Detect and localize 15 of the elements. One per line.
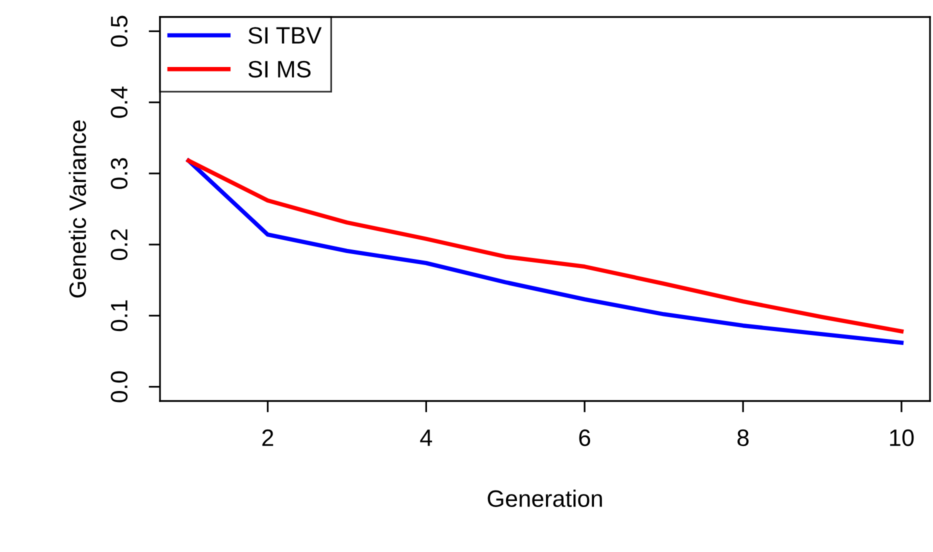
legend-label: SI MS — [248, 60, 311, 78]
x-tick-label: 8 — [738, 429, 749, 446]
y-tick-label: 0.0 — [110, 371, 128, 402]
y-tick-label: 0.4 — [110, 86, 128, 118]
legend-label: SI TBV — [248, 27, 322, 44]
y-tick-label: 0.1 — [110, 300, 128, 332]
x-tick-label: 6 — [579, 429, 590, 446]
y-tick-label: 0.2 — [110, 229, 128, 260]
y-tick-label: 0.3 — [110, 158, 128, 189]
x-axis-title: Generation — [488, 490, 602, 508]
y-axis-title: Genetic Variance — [68, 120, 86, 298]
x-tick-label: 4 — [420, 430, 432, 446]
x-tick-label: 10 — [890, 429, 914, 446]
x-tick-label: 2 — [262, 429, 274, 446]
y-tick-label: 0.5 — [110, 16, 128, 47]
